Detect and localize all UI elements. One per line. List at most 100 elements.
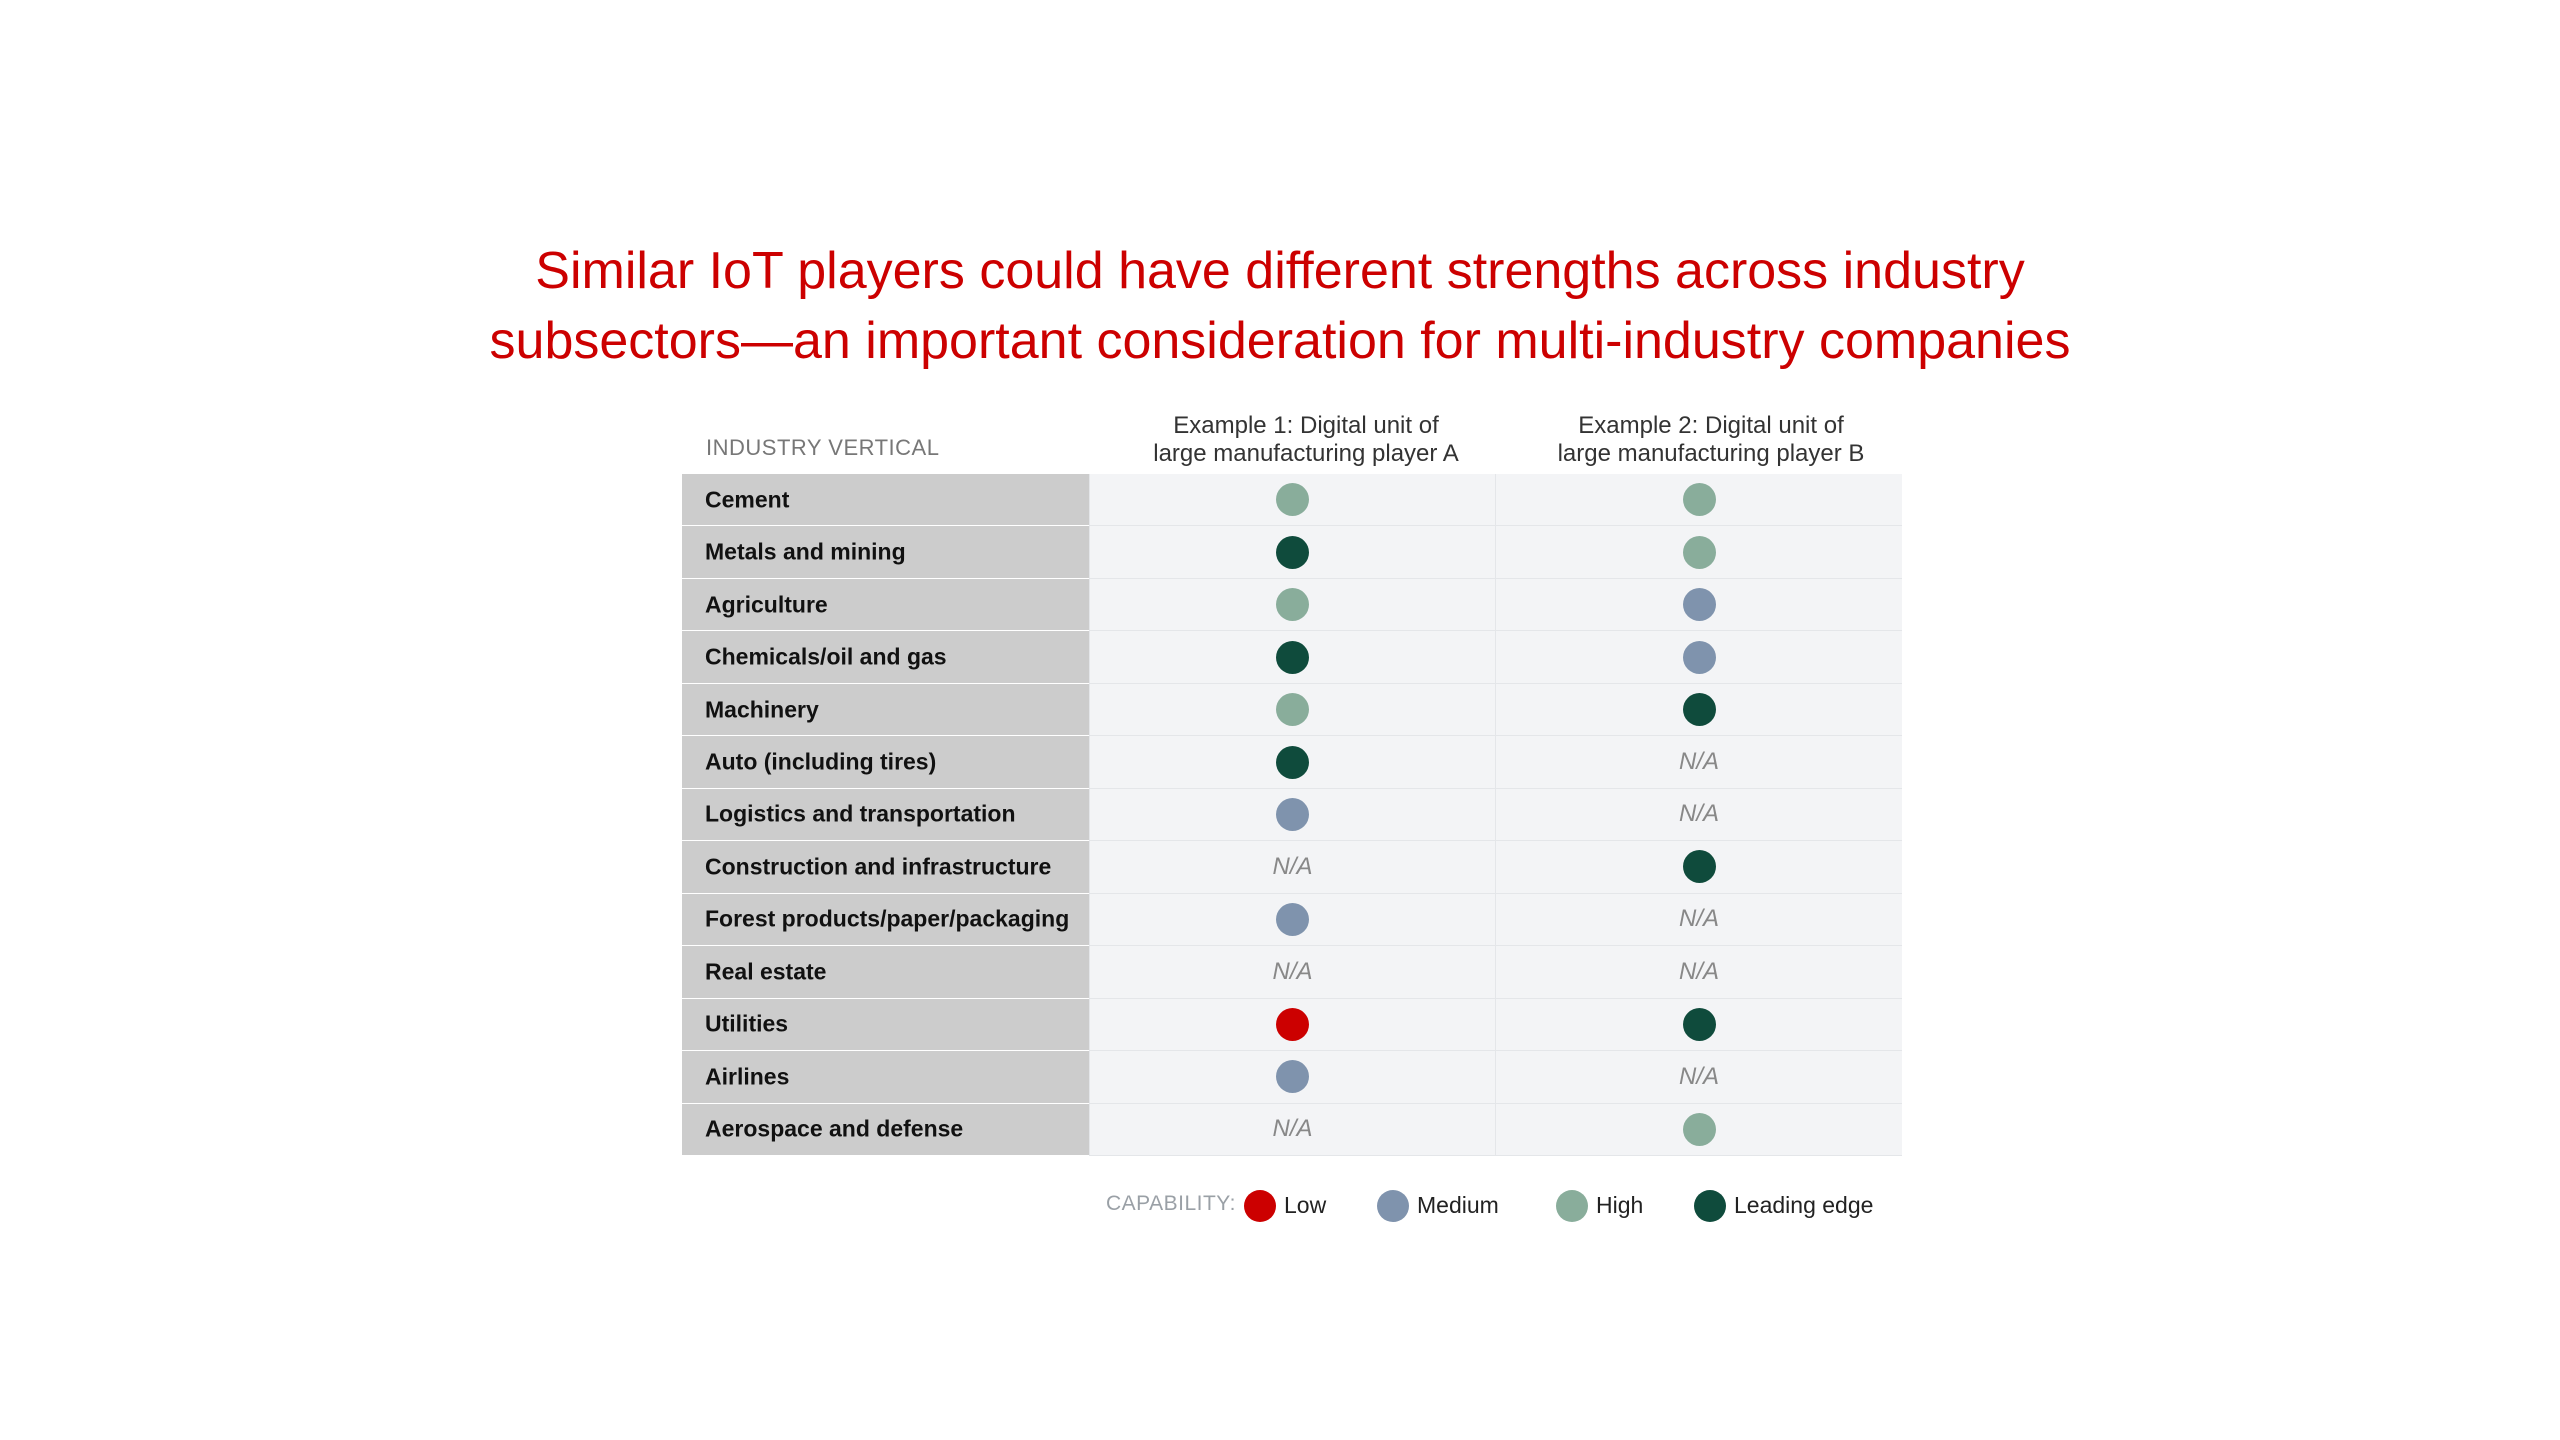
row-label: Metals and mining [705,538,906,565]
row-label-cell: Cement [682,474,1089,527]
value-cell-example-1 [1089,998,1495,1052]
value-cell-example-1 [1089,631,1495,684]
capability-dot-high [1682,483,1716,517]
capability-dot-leading-edge [1682,850,1716,884]
row-label: Machinery [705,696,819,723]
not-applicable-label: N/A [1678,748,1719,776]
not-applicable-label: N/A [1272,957,1313,985]
column-header-example-2-line-1: Example 2: Digital unit of [1578,412,1844,439]
legend: CAPABILITY: Low Medium High Leading edge [0,1186,2560,1226]
capability-dot-medium [1276,1060,1309,1094]
legend-dot [1694,1190,1726,1222]
value-cell-example-1 [1089,736,1495,789]
table-row: Real estate N/A N/A [682,946,1902,999]
table-row: Aerospace and defense N/A [682,1103,1902,1156]
row-label-cell: Real estate [682,946,1089,999]
value-cell-example-2 [1495,578,1902,632]
legend-label: Low [1284,1192,1327,1218]
value-cell-example-2 [1495,631,1902,684]
value-cell-example-1: N/A [1089,841,1495,894]
value-cell-example-1 [1089,578,1495,632]
not-applicable-label: N/A [1678,800,1719,828]
value-cell-example-2 [1495,474,1902,527]
row-label: Forest products/paper/packaging [705,905,1070,932]
value-cell-example-2 [1495,526,1902,579]
value-cell-example-1 [1089,474,1495,527]
value-cell-example-2 [1495,841,1902,894]
value-cell-example-2: N/A [1495,946,1902,999]
row-label-cell: Construction and infrastructure [682,841,1089,894]
row-label-cell: Airlines [682,1051,1089,1104]
capability-dot-medium [1682,640,1716,674]
value-cell-example-1 [1089,526,1495,579]
capability-dot-high [1682,535,1716,569]
value-cell-example-1 [1089,788,1495,842]
row-label: Utilities [705,1010,789,1037]
not-applicable-label: N/A [1678,1062,1719,1090]
row-label: Agriculture [705,591,828,618]
value-cell-example-2 [1495,1103,1902,1156]
table-row: Airlines N/A [682,1051,1902,1104]
capability-dot-leading-edge [1276,745,1309,779]
table-row: Utilities [682,998,1902,1052]
legend-title: CAPABILITY: [1106,1192,1236,1215]
not-applicable-label: N/A [1272,852,1313,880]
value-cell-example-2: N/A [1495,893,1902,947]
row-label: Auto (including tires) [705,748,937,775]
value-cell-example-2: N/A [1495,788,1902,842]
value-cell-example-2 [1495,998,1902,1052]
capability-dot-high [1276,483,1309,517]
value-cell-example-1 [1089,893,1495,947]
table-row: Construction and infrastructure N/A [682,841,1902,894]
row-label-cell: Logistics and transportation [682,788,1089,842]
value-cell-example-2 [1495,683,1902,737]
value-cell-example-1 [1089,1051,1495,1104]
capability-dot-leading-edge [1276,640,1309,674]
row-label: Real estate [705,958,827,985]
table-row: Machinery [682,683,1902,737]
not-applicable-label: N/A [1678,905,1719,933]
capability-dot-leading-edge [1276,535,1309,569]
table-row: Auto (including tires) N/A [682,736,1902,789]
row-label: Aerospace and defense [705,1115,964,1142]
legend-dot [1377,1190,1409,1222]
table-row: Metals and mining [682,526,1902,579]
capability-dot-high [1276,693,1309,727]
table-row: Cement [682,474,1902,527]
column-header-example-2: Example 2: Digital unit of large manufac… [1511,412,1911,468]
row-label-cell: Auto (including tires) [682,736,1089,789]
capability-dot-medium [1682,588,1716,622]
value-cell-example-2: N/A [1495,736,1902,789]
row-label: Cement [705,486,790,513]
legend-label: High [1596,1192,1644,1218]
row-label-cell: Machinery [682,683,1089,737]
column-header-example-1-line-2: large manufacturing player A [1153,440,1459,467]
capability-dot-high [1276,588,1309,622]
chart-title-line-1: Similar IoT players could have different… [535,242,2025,300]
legend-label: Medium [1417,1192,1499,1218]
row-label-cell: Utilities [682,998,1089,1052]
row-header-label: INDUSTRY VERTICAL [706,435,940,460]
capability-table: Cement Metals and mining Agriculture Chemic… [682,474,1902,1156]
row-label-cell: Chemicals/oil and gas [682,631,1089,684]
table-row: Agriculture [682,578,1902,632]
capability-dot-medium [1276,797,1309,831]
legend-dot [1556,1190,1588,1222]
row-label-cell: Aerospace and defense [682,1103,1089,1156]
value-cell-example-1: N/A [1089,1103,1495,1156]
row-label-cell: Forest products/paper/packaging [682,893,1089,947]
column-header-example-1: Example 1: Digital unit of large manufac… [1106,412,1506,468]
capability-dot-medium [1276,902,1309,936]
row-label: Construction and infrastructure [705,853,1052,880]
not-applicable-label: N/A [1272,1115,1313,1143]
value-cell-example-1: N/A [1089,946,1495,999]
table-row: Forest products/paper/packaging N/A [682,893,1902,947]
legend-label: Leading edge [1734,1192,1874,1218]
capability-dot-leading-edge [1682,1007,1716,1041]
chart-title-line-2: subsectors—an important consideration fo… [489,312,2071,370]
row-label: Logistics and transportation [705,800,1016,827]
capability-dot-leading-edge [1682,693,1716,727]
row-label: Chemicals/oil and gas [705,643,947,670]
table-row: Chemicals/oil and gas [682,631,1902,684]
